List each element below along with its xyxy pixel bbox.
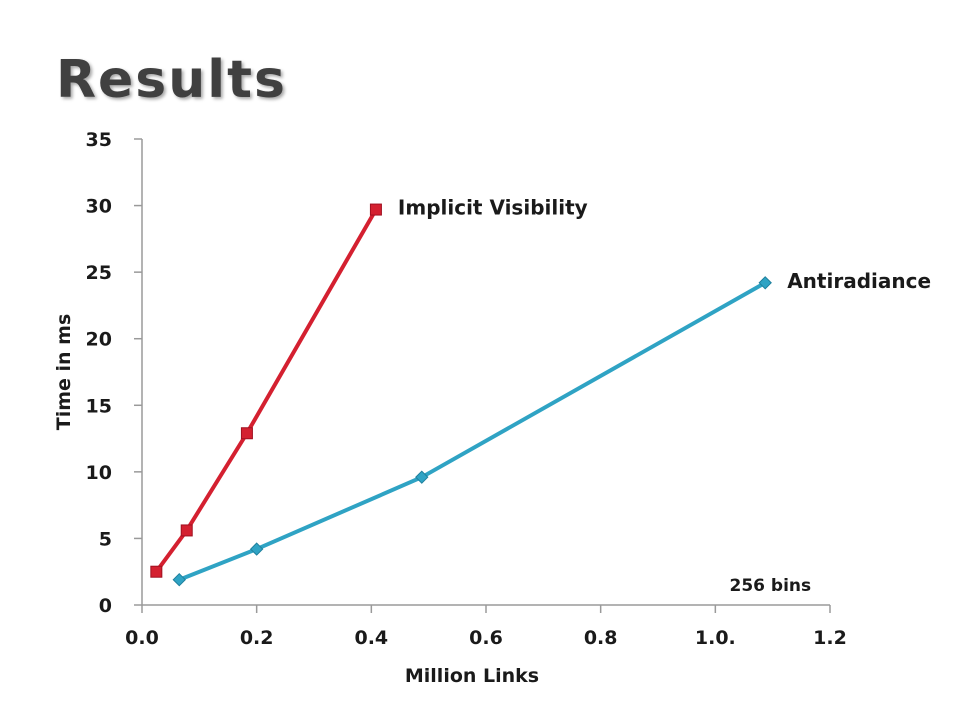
x-tick-label: 1.0. — [695, 627, 736, 649]
slide-title: Results — [56, 50, 287, 110]
data-point-square — [150, 565, 163, 578]
y-tick-label: 20 — [86, 329, 112, 351]
y-tick-label: 30 — [86, 196, 112, 218]
x-axis-title: Million Links — [405, 665, 539, 687]
y-tick-label: 10 — [86, 462, 112, 484]
x-tick-label: 1.2 — [813, 627, 847, 649]
axis-ticks: 0 5 10 15 20 25 30 35 0.0 0.2 0.4 0.6 0.8 1.0. 1.2 — [86, 129, 847, 649]
y-tick-label: 15 — [86, 395, 112, 417]
data-point-square — [369, 203, 382, 216]
data-point-diamond — [172, 572, 186, 587]
x-tick-label: 0.2 — [240, 627, 274, 649]
annotation-label: 256 bins — [730, 576, 812, 596]
x-tick-label: 0.4 — [354, 627, 388, 649]
data-point-diamond — [758, 276, 772, 290]
y-tick-label: 0 — [99, 595, 112, 617]
series-group — [150, 203, 772, 587]
data-point-diamond — [415, 470, 429, 484]
x-tick-label: 0.8 — [584, 627, 618, 649]
y-tick-label: 5 — [99, 528, 112, 550]
x-tick-label: 0.6 — [469, 627, 503, 649]
y-axis-title: Time in ms — [53, 314, 75, 431]
data-point-square — [240, 427, 253, 440]
chart-labels: Implicit Visibility Antiradiance 256 bins — [398, 196, 931, 596]
series-label: Antiradiance — [787, 269, 931, 293]
series-line-0 — [154, 208, 378, 573]
y-tick-label: 25 — [86, 262, 112, 284]
y-tick-label: 35 — [86, 129, 112, 151]
data-point-diamond — [249, 542, 264, 556]
data-point-square — [180, 524, 193, 537]
series-label: Implicit Visibility — [398, 196, 588, 220]
x-tick-label: 0.0 — [125, 627, 159, 649]
series-line-1 — [178, 281, 767, 582]
